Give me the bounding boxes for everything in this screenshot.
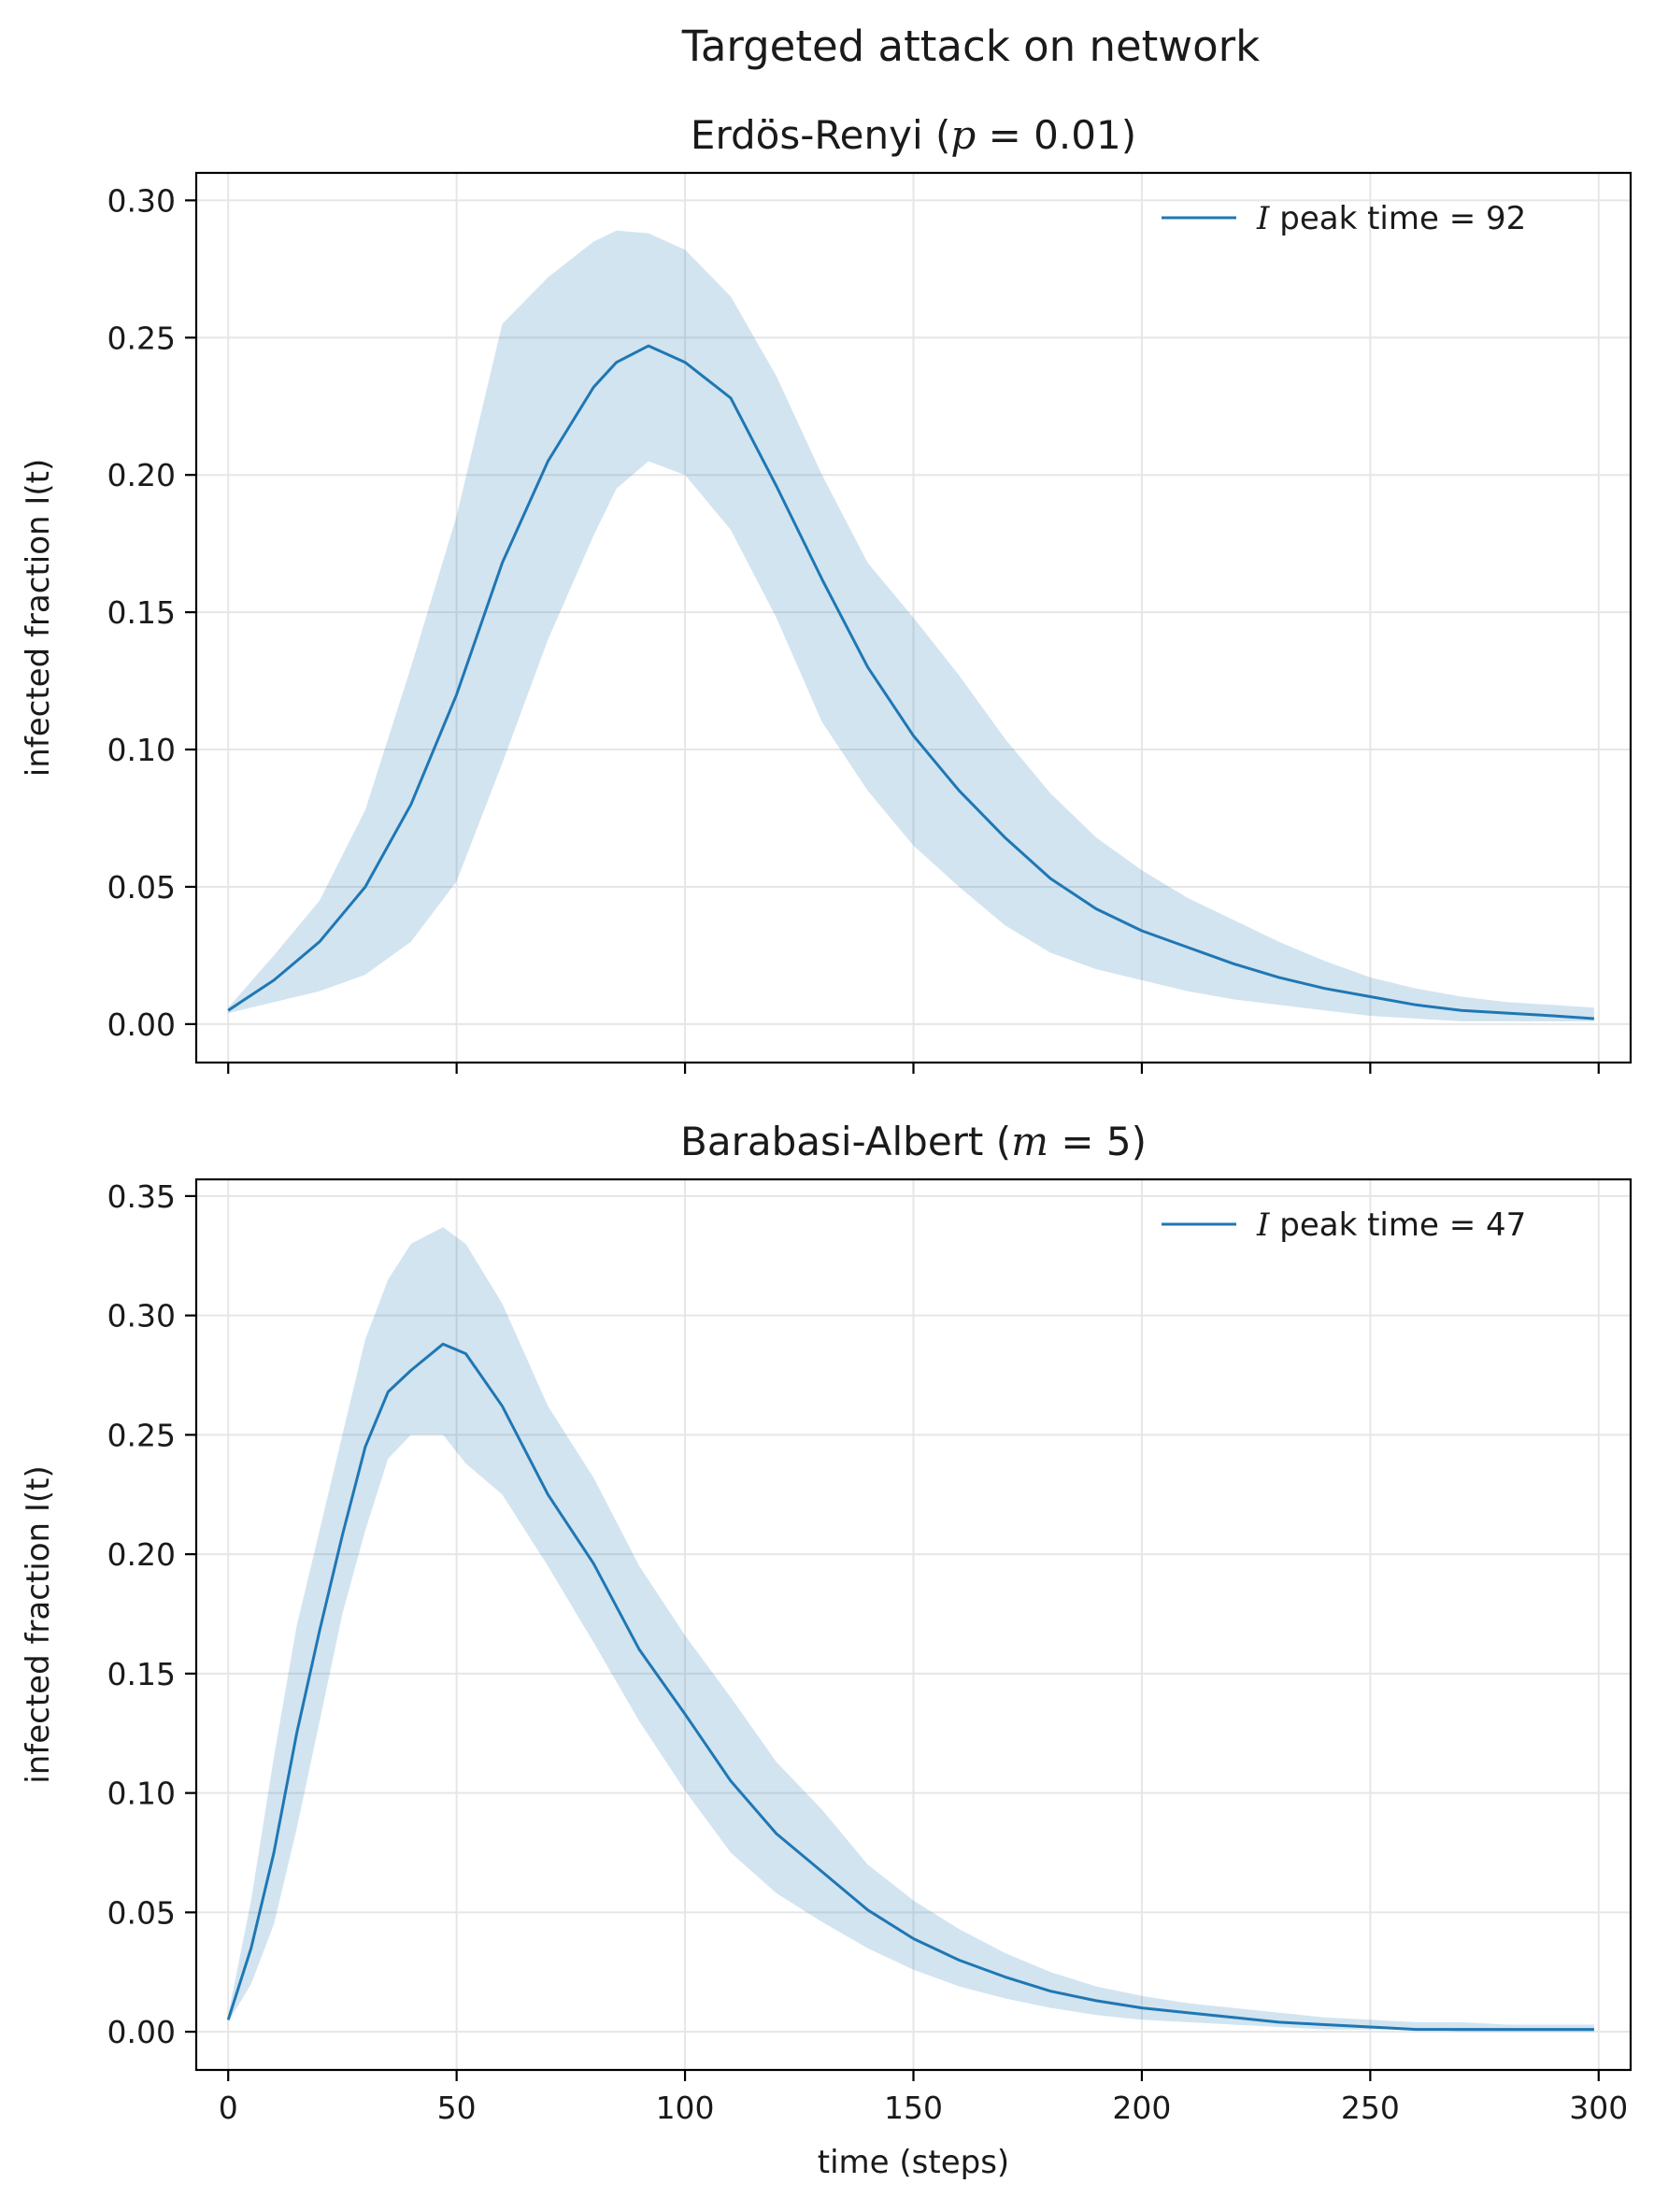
legend: I peak time = 47	[1162, 1206, 1526, 1244]
panel-title: Erdös-Renyi (p = 0.01)	[691, 112, 1136, 158]
y-tick-label: 0.30	[107, 182, 176, 219]
legend: I peak time = 92	[1162, 200, 1526, 237]
y-tick-label: 0.25	[107, 1417, 176, 1453]
legend-text: peak time = 92	[1269, 200, 1526, 237]
x-tick-label: 200	[1112, 2090, 1171, 2126]
x-tick-label: 150	[884, 2090, 943, 2126]
legend-text: peak time = 47	[1269, 1206, 1526, 1244]
y-tick-label: 0.00	[107, 1006, 176, 1043]
panel-title-suffix: = 5)	[1048, 1119, 1147, 1164]
series-line-infected	[226, 1342, 1594, 2032]
x-tick-label: 100	[656, 2090, 715, 2126]
y-tick-label: 0.05	[107, 869, 176, 906]
y-axis-label: infected fraction I(t)	[20, 459, 57, 778]
y-tick-label: 0.10	[107, 1776, 176, 1812]
x-tick-label: 0	[219, 2090, 238, 2126]
y-tick-label: 0.30	[107, 1298, 176, 1334]
y-axis-label: infected fraction I(t)	[20, 1465, 57, 1784]
axis-ticks: 0.00 0.05 0.10 0.15 0.20 0.25 0.30	[107, 182, 1600, 1074]
x-tick-label: 300	[1569, 2090, 1628, 2126]
y-tick-label: 0.15	[107, 1656, 176, 1692]
x-tick-label: 50	[437, 2090, 477, 2126]
panel-erdos-renyi: 0.00 0.05 0.10 0.15 0.20 0.25 0.30 Erdös-Renyi…	[20, 112, 1633, 1074]
grid-lines	[196, 1179, 1631, 2070]
figure-suptitle: Targeted attack on network	[681, 21, 1260, 71]
x-axis-label: time (steps)	[818, 2144, 1009, 2181]
panel-title-variable: p	[950, 112, 976, 158]
panel-title-prefix: Erdös-Renyi (	[691, 112, 950, 158]
axis-ticks: 0.00 0.05 0.10 0.15 0.20 0.25 0.30 0.35 0 50 100 15…	[107, 1178, 1629, 2126]
series-line-infected	[227, 344, 1595, 1020]
y-tick-label: 0.15	[107, 594, 176, 631]
legend-variable: I	[1256, 1206, 1270, 1244]
x-tick-label: 250	[1341, 2090, 1400, 2126]
panel-barabasi-albert: 0.00 0.05 0.10 0.15 0.20 0.25 0.30 0.35 0 50 100 15…	[20, 1119, 1633, 2181]
y-tick-label: 0.10	[107, 732, 176, 768]
y-tick-label: 0.20	[107, 1536, 176, 1573]
legend-label: I peak time = 47	[1256, 1206, 1526, 1244]
panel-title: Barabasi-Albert (m = 5)	[680, 1119, 1147, 1164]
legend-label: I peak time = 92	[1256, 200, 1526, 237]
y-tick-label: 0.20	[107, 457, 176, 493]
y-tick-label: 0.25	[107, 320, 176, 356]
y-tick-label: 0.05	[107, 1894, 176, 1931]
panel-title-variable: m	[1011, 1119, 1048, 1164]
y-tick-label: 0.35	[107, 1178, 176, 1215]
y-tick-label: 0.00	[107, 2014, 176, 2050]
grid-lines	[196, 173, 1631, 1063]
legend-variable: I	[1256, 200, 1270, 237]
panel-title-suffix: = 0.01)	[976, 112, 1136, 158]
panel-title-prefix: Barabasi-Albert (	[680, 1119, 1011, 1164]
